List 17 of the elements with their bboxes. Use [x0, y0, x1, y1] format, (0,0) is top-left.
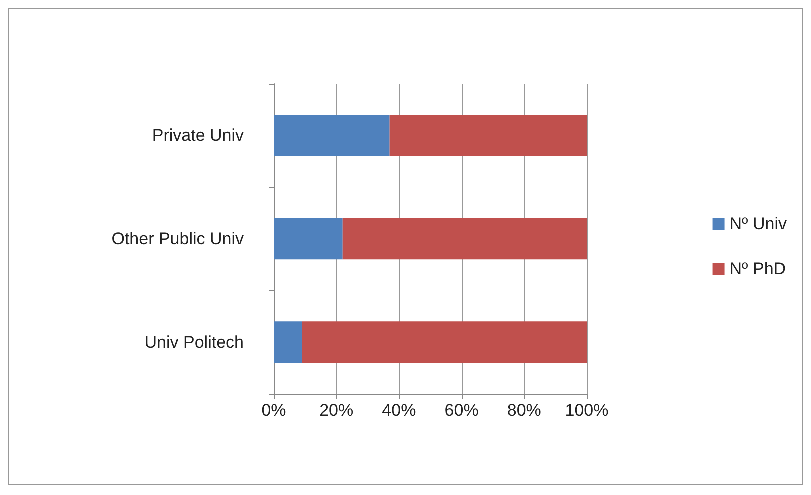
x-tick-label: 0%	[262, 401, 286, 420]
legend-label: Nº PhD	[730, 260, 786, 278]
bar	[342, 218, 587, 260]
y-tick-label: Other Public Univ	[112, 230, 244, 248]
bar	[274, 322, 302, 363]
x-tick-label: 40%	[382, 401, 416, 420]
bar	[302, 322, 587, 363]
legend-label: Nº Univ	[730, 214, 788, 234]
bar	[274, 218, 343, 260]
bar	[390, 115, 587, 156]
x-tick-label: 100%	[565, 401, 609, 420]
y-tick-label: Private Univ	[152, 126, 244, 146]
y-tick-label: Univ Politech	[144, 332, 244, 352]
x-tick-label: 60%	[444, 401, 479, 420]
x-tick-label: 80%	[507, 401, 542, 420]
bar	[274, 115, 390, 156]
x-tick-label: 20%	[320, 401, 354, 420]
